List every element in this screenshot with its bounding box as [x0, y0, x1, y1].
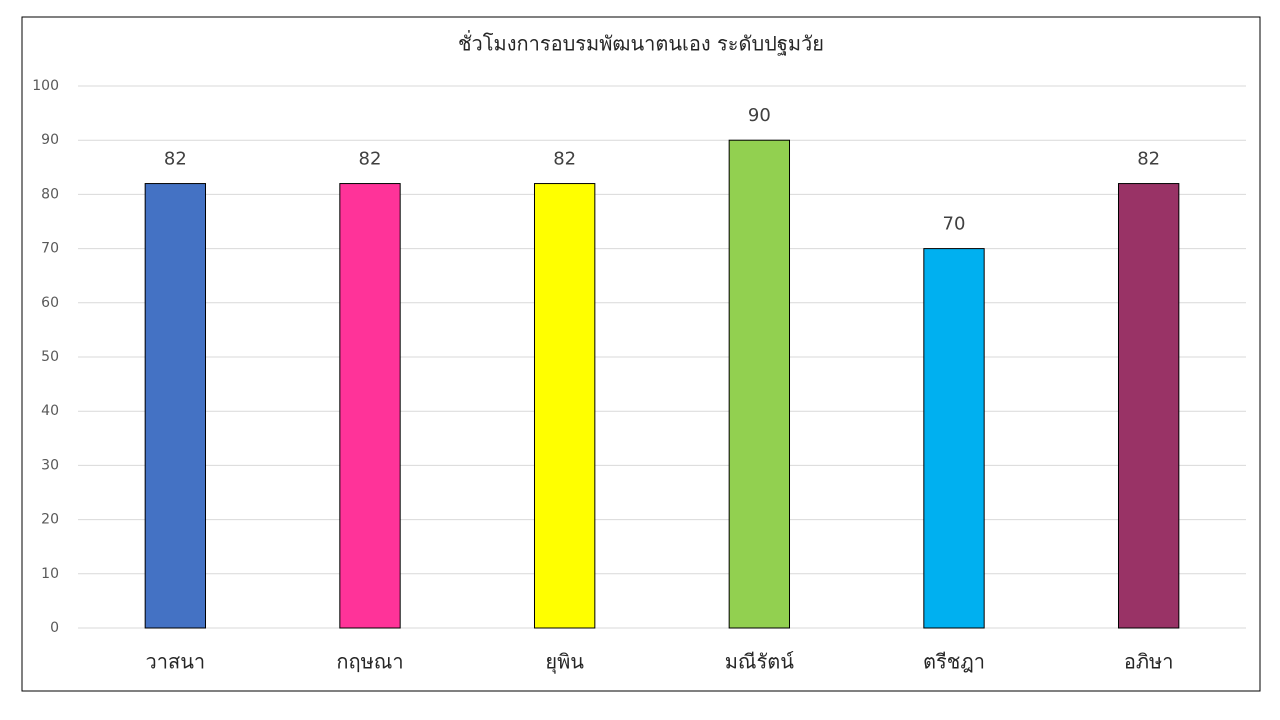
x-tick-label: มณีรัตน์	[725, 650, 794, 674]
x-tick-label: ตรีชฎา	[923, 650, 985, 674]
y-tick-label: 50	[41, 349, 59, 365]
data-label: 82	[1137, 149, 1160, 170]
y-tick-label: 10	[41, 566, 59, 582]
chart-frame	[21, 16, 1261, 692]
y-tick-label: 100	[32, 78, 59, 94]
bar	[728, 139, 791, 629]
data-label: 82	[164, 149, 187, 170]
bar	[144, 183, 207, 629]
y-tick-label: 80	[41, 186, 59, 202]
chart-title: ชั่วโมงการอบรมพัฒนาตนเอง ระดับปฐมวัย	[458, 30, 824, 56]
data-label: 82	[553, 149, 576, 170]
x-tick-label: อภิษา	[1124, 650, 1174, 674]
bar	[923, 248, 985, 629]
y-tick-label: 60	[41, 295, 59, 311]
y-tick-label: 30	[41, 457, 59, 473]
data-label: 82	[359, 149, 382, 170]
y-tick-label: 0	[50, 620, 59, 636]
y-tick-label: 70	[41, 241, 59, 257]
data-label: 70	[943, 214, 966, 235]
bar	[1117, 183, 1180, 629]
bar	[339, 183, 401, 629]
y-tick-label: 90	[41, 132, 59, 148]
x-tick-label: กฤษณา	[336, 650, 403, 674]
x-tick-label: วาสนา	[146, 650, 206, 674]
bar	[533, 183, 596, 629]
y-tick-label: 40	[41, 403, 59, 419]
data-label: 90	[748, 105, 771, 126]
x-tick-label: ยุพิน	[545, 650, 584, 675]
y-tick-label: 20	[41, 512, 59, 528]
